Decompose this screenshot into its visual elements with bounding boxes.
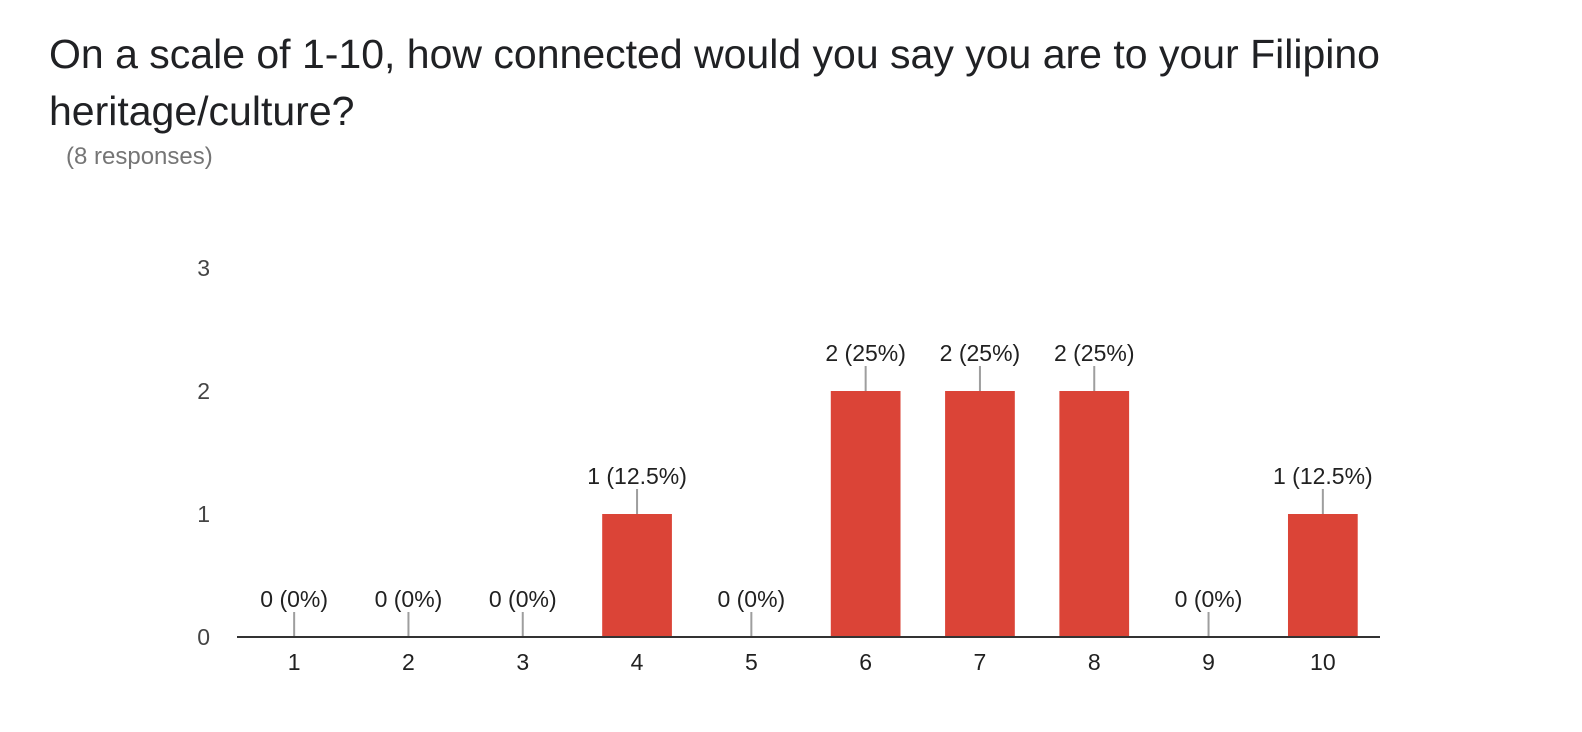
data-label: 2 (25%): [940, 340, 1021, 366]
data-label: 0 (0%): [489, 586, 557, 612]
x-tick-label: 7: [974, 649, 987, 675]
data-label: 2 (25%): [1054, 340, 1135, 366]
data-label: 2 (25%): [825, 340, 906, 366]
y-tick-label: 1: [197, 501, 210, 527]
response-count: (8 responses): [66, 143, 213, 170]
x-tick-label: 9: [1202, 649, 1215, 675]
y-tick-label: 0: [197, 624, 210, 650]
x-tick-label: 5: [745, 649, 758, 675]
bar: [1287, 514, 1358, 637]
x-tick-label: 6: [859, 649, 872, 675]
bar: [830, 391, 901, 637]
bar: [1059, 391, 1130, 637]
data-label: 1 (12.5%): [1273, 463, 1373, 489]
data-label: 0 (0%): [260, 586, 328, 612]
data-label: 0 (0%): [717, 586, 785, 612]
y-tick-label: 2: [197, 378, 210, 404]
chart-title: On a scale of 1-10, how connected would …: [49, 31, 1380, 134]
data-label: 0 (0%): [1175, 586, 1243, 612]
y-tick-label: 3: [197, 255, 210, 281]
x-tick-label: 4: [631, 649, 644, 675]
data-label: 1 (12.5%): [587, 463, 687, 489]
x-tick-label: 10: [1310, 649, 1336, 675]
x-tick-label: 3: [516, 649, 529, 675]
data-label: 0 (0%): [375, 586, 443, 612]
x-tick-label: 2: [402, 649, 415, 675]
x-tick-label: 8: [1088, 649, 1101, 675]
x-tick-label: 1: [288, 649, 301, 675]
bar: [945, 391, 1015, 637]
bar: [602, 514, 672, 637]
